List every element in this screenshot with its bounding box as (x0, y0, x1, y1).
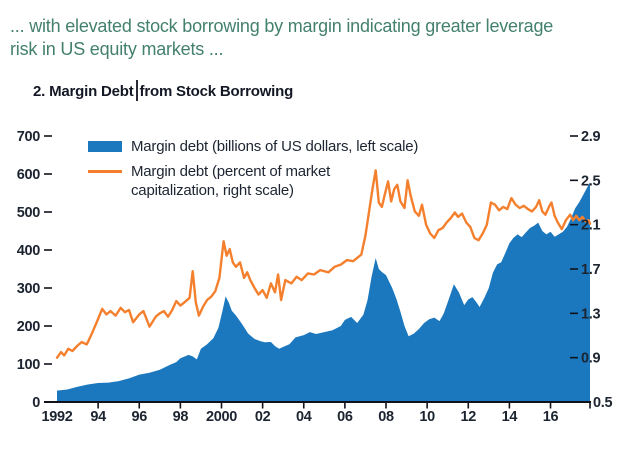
legend-item-margin-debt-percent: Margin debt (percent of market capitaliz… (88, 162, 418, 200)
x-tick-label: 2000 (206, 409, 237, 425)
y-left-tick-label: 200 (17, 319, 41, 335)
x-tick-label: 12 (460, 409, 476, 425)
x-tick-label: 1992 (41, 409, 72, 425)
y-right-tick-label: 0.9 (581, 351, 600, 367)
y-right-tick-label: 1.7 (581, 262, 600, 278)
y-right-tick-label: 2.5 (581, 173, 600, 189)
legend-label: Margin debt (percent of market capitaliz… (131, 163, 331, 199)
headline-line-2: risk in US equity markets ... (10, 39, 224, 59)
x-tick-label: 96 (131, 409, 147, 425)
x-tick-label: 94 (90, 409, 106, 425)
x-tick-label: 10 (419, 409, 435, 425)
y-left-tick-label: 400 (17, 243, 41, 259)
y-right-tick-label: 0.5 (593, 395, 612, 411)
y-left-axis: 700 600 500 400 300 200 100 0 (17, 129, 52, 411)
y-right-tick-label: 2.9 (581, 129, 600, 145)
y-left-tick-label: 600 (17, 167, 41, 183)
y-right-axis: 2.9 2.5 2.1 1.7 1.3 0.9 0.5 (570, 129, 613, 411)
margin-debt-area-series (57, 182, 590, 402)
y-right-tick-label: 2.1 (581, 218, 600, 234)
figure-title-right: from Stock Borrowing (139, 83, 294, 100)
figure-title: 2. Margin Debt from Stock Borrowing (33, 80, 293, 101)
area-series-swatch (88, 141, 122, 152)
y-left-tick-label: 100 (17, 357, 41, 373)
x-axis: 1992 94 96 98 2000 02 04 06 08 10 12 14 16 (41, 401, 591, 425)
x-tick-label: 14 (502, 409, 518, 425)
headline: ... with elevated stock borrowing by mar… (10, 15, 553, 61)
y-left-tick-label: 700 (17, 129, 41, 145)
figure-title-left: 2. Margin Debt (33, 83, 134, 100)
x-tick-label: 08 (378, 409, 394, 425)
y-left-tick-label: 300 (17, 281, 41, 297)
legend-item-margin-debt-dollars: Margin debt (billions of US dollars, lef… (88, 137, 418, 156)
line-series-swatch (88, 170, 122, 173)
headline-line-1: ... with elevated stock borrowing by mar… (10, 16, 554, 36)
x-tick-label: 06 (337, 409, 353, 425)
margin-debt-percent-line-series (55, 169, 592, 359)
chart-legend: Margin debt (billions of US dollars, lef… (88, 137, 418, 200)
y-left-tick-label: 0 (32, 395, 40, 411)
x-tick-label: 16 (543, 409, 559, 425)
x-tick-label: 98 (173, 409, 189, 425)
x-tick-label: 02 (255, 409, 271, 425)
text-cursor (135, 80, 138, 101)
y-left-tick-label: 500 (17, 205, 41, 221)
y-right-tick-label: 1.3 (581, 306, 600, 322)
legend-label: Margin debt (billions of US dollars, lef… (131, 138, 419, 155)
x-tick-label: 04 (296, 409, 312, 425)
